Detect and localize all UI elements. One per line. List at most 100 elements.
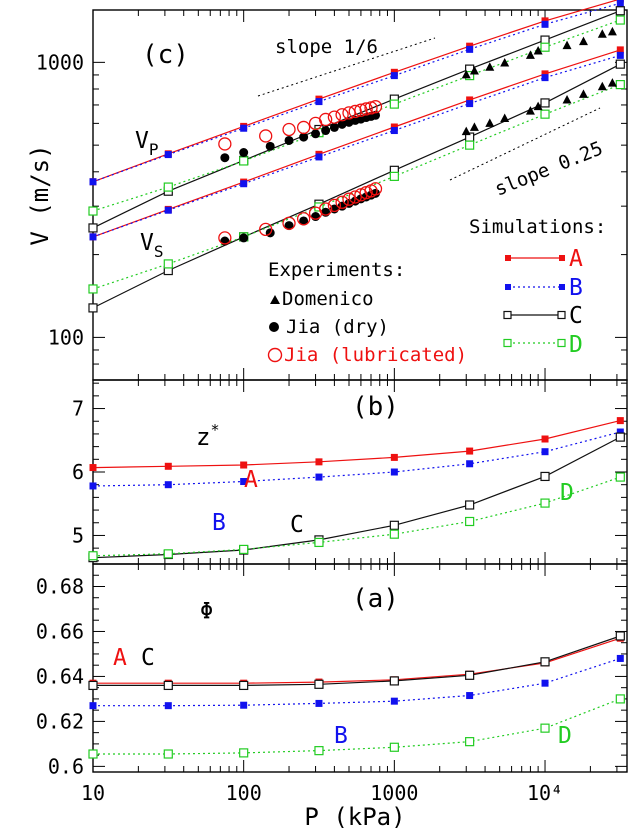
series-point-a-b	[89, 702, 97, 710]
series-point-c-d	[615, 15, 625, 25]
series-point-b-a	[89, 464, 97, 472]
series-point-b-b	[315, 473, 323, 481]
exp-point-jia-dry-	[284, 135, 294, 145]
x-tick-label: 10	[81, 781, 105, 805]
x-axis-label: P (kPa)	[304, 803, 405, 831]
series-point-b-d	[239, 544, 249, 555]
exp-point-jia-lubricated-	[319, 112, 333, 127]
x-tick-label: 100	[226, 781, 262, 805]
a-series-label-b: B	[334, 723, 348, 749]
series-point-b-c	[615, 432, 625, 442]
exp-point-jia-lubricated-	[296, 120, 311, 135]
series-point-c-a	[616, 46, 624, 54]
legend-label-jia-dry: Jia (dry)	[286, 316, 389, 338]
exp-point-domenico	[525, 50, 535, 59]
series-line-c-a	[92, 49, 621, 238]
simulations-legend-title: Simulations:	[469, 216, 606, 238]
exp-point-jia-dry-	[337, 119, 347, 129]
legend-sim-c: C	[503, 303, 583, 329]
legend-label-domenico: Domenico	[282, 288, 374, 310]
exp-point-jia-lubricated-	[368, 100, 383, 114]
series-point-c-d	[389, 171, 399, 181]
series-point-c-a	[466, 96, 474, 104]
exp-point-jia-dry-	[371, 188, 381, 198]
series-point-b-b	[466, 460, 474, 468]
series-point-b-b	[89, 482, 97, 490]
series-point-c-b	[240, 124, 248, 132]
slope-1-6-guide	[257, 37, 436, 97]
series-point-c-b	[541, 20, 549, 28]
series-point-b-d	[389, 529, 399, 539]
exp-point-domenico	[500, 57, 510, 67]
series-point-c-a	[541, 70, 549, 78]
exp-point-jia-dry-	[239, 233, 249, 243]
series-point-c-d	[540, 109, 550, 119]
y-tick-label-c: 1000	[36, 50, 84, 74]
exp-point-domenico	[578, 89, 588, 98]
series-line-c-c	[92, 63, 621, 309]
ticks-layer: 10 100 1000 10⁴ 100 1000 5 6 7 0.6 0.62 0.64 0.66 0.6…	[36, 10, 627, 805]
series-point-c-b	[466, 45, 474, 53]
exp-point-domenico	[469, 122, 479, 131]
series-point-b-b	[240, 478, 248, 486]
slope-1-6-label: slope 1/6	[275, 36, 378, 58]
y-tick-label-a: 0.66	[36, 619, 84, 643]
series-point-a-b	[390, 697, 398, 705]
series-point-c-b	[315, 153, 323, 161]
exp-point-domenico	[485, 62, 495, 71]
series-point-c-b	[89, 233, 97, 241]
series-point-c-d	[163, 182, 173, 192]
y-tick-label-a: 0.6	[48, 754, 84, 778]
exp-point-domenico	[461, 69, 471, 79]
b-series-label-b: B	[212, 510, 226, 536]
series-point-c-c	[88, 223, 98, 233]
series-point-c-b	[164, 206, 172, 214]
series-line-a-c	[93, 635, 621, 686]
series-point-a-d	[540, 723, 550, 733]
exp-point-jia-dry-	[299, 132, 309, 142]
panel-a-label: (a)	[352, 584, 399, 614]
b-series-label-c: C	[290, 512, 304, 538]
series-point-c-d	[615, 80, 625, 90]
series-point-b-d	[615, 472, 625, 482]
series-point-c-b	[616, 51, 624, 59]
y-tick-label-c: 100	[48, 325, 84, 349]
exp-point-jia-lubricated-	[335, 195, 349, 209]
phi-label: Φ	[200, 599, 213, 624]
b-series-label-a: A	[244, 467, 258, 493]
y-tick-label-a: 0.68	[36, 574, 84, 598]
experiments-layer	[218, 26, 617, 246]
series-line-c-a	[92, 0, 620, 183]
legend-marker-domenico	[270, 295, 280, 304]
series-point-c-c	[88, 303, 98, 313]
series-point-b-d	[88, 551, 98, 561]
exp-point-domenico	[533, 101, 543, 111]
series-point-a-b	[541, 679, 549, 687]
exp-point-domenico	[525, 106, 535, 115]
series-point-b-d	[465, 516, 475, 527]
legend-sim-b: B	[505, 275, 583, 301]
series-point-c-a	[390, 123, 398, 131]
y-tick-label-b: 5	[72, 523, 84, 547]
exp-point-jia-dry-	[239, 148, 249, 158]
series-point-a-c	[163, 680, 173, 691]
series-point-b-a	[541, 435, 549, 443]
series-point-a-d	[615, 694, 625, 704]
series-point-a-d	[465, 737, 475, 747]
series-point-a-b	[466, 692, 474, 700]
svg-text:D: D	[569, 332, 583, 358]
series-point-b-b	[541, 448, 549, 456]
z-label: z*	[196, 421, 219, 451]
exp-point-jia-lubricated-	[368, 182, 383, 196]
y-axis-label-v: V (m/s)	[26, 144, 54, 245]
series-layer	[88, 0, 625, 759]
legend-marker-jia-lub	[267, 347, 283, 363]
series-line-a-b	[93, 657, 621, 707]
series-point-a-d	[389, 742, 399, 752]
a-series-label-d: D	[558, 723, 572, 749]
x-tick-label: 1000	[370, 781, 418, 805]
exp-point-domenico	[562, 94, 572, 104]
exp-point-domenico	[578, 36, 588, 46]
legend-label-jia-lub: Jia (lubricated)	[284, 344, 467, 366]
